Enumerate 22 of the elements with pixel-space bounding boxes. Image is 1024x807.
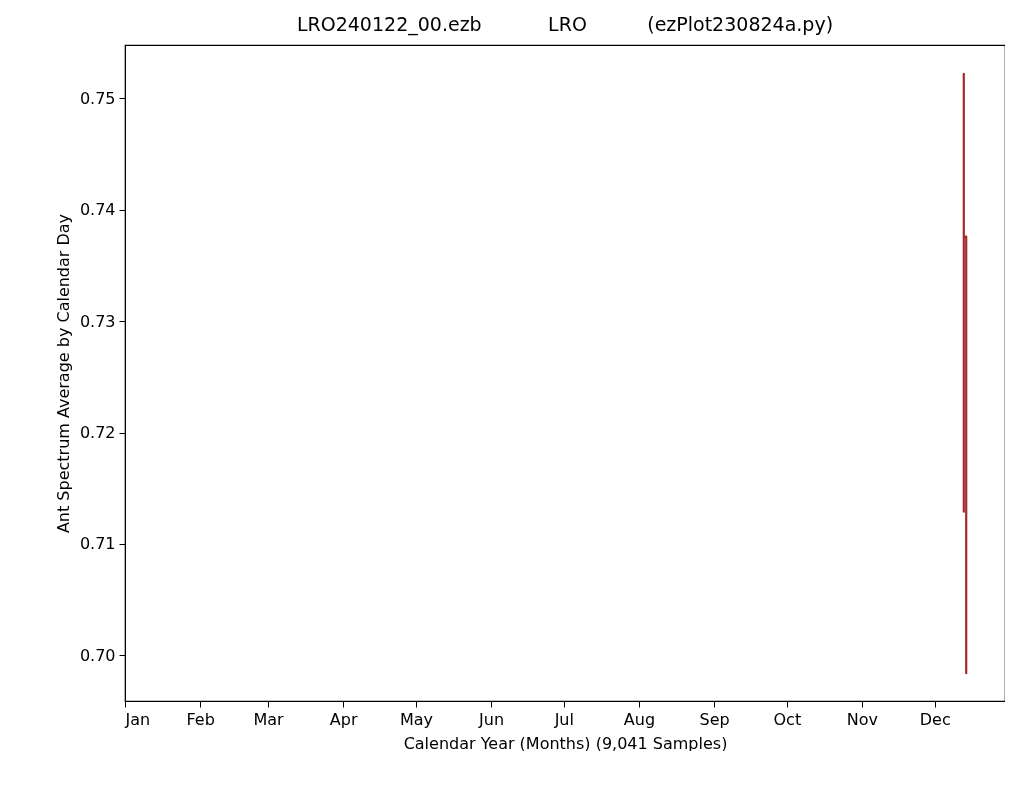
y-tick-label: 0.70 <box>79 645 116 665</box>
x-tick-label: Nov <box>846 709 879 729</box>
y-tick-label: 0.73 <box>79 311 116 331</box>
x-tick-label: Feb <box>186 709 215 729</box>
x-tick-label: Oct <box>773 709 802 729</box>
x-tick-label: Sep <box>699 709 730 729</box>
x-tick-label: Apr <box>329 709 358 729</box>
x-tick-label: Mar <box>253 709 285 729</box>
x-axis-title: Calendar Year (Months) (9,041 Samples) <box>403 733 728 753</box>
x-tick-label: May <box>399 709 433 729</box>
x-tick-label: Aug <box>623 709 656 729</box>
y-tick-label: 0.74 <box>79 200 116 220</box>
y-axis-title: Ant Spectrum Average by Calendar Day <box>53 213 73 534</box>
line-series <box>962 72 968 675</box>
x-tick-label: Jul <box>553 709 574 729</box>
chart-title: LRO240122_00.ezb LRO (ezPlot230824a.py) <box>296 13 834 36</box>
y-tick-label: 0.72 <box>79 423 116 443</box>
x-tick-label: Jun <box>478 709 505 729</box>
x-tick-label: Jan <box>124 709 151 729</box>
y-tick-label: 0.75 <box>79 88 116 108</box>
y-tick-label: 0.71 <box>79 534 116 554</box>
x-tick-label: Dec <box>919 709 951 729</box>
